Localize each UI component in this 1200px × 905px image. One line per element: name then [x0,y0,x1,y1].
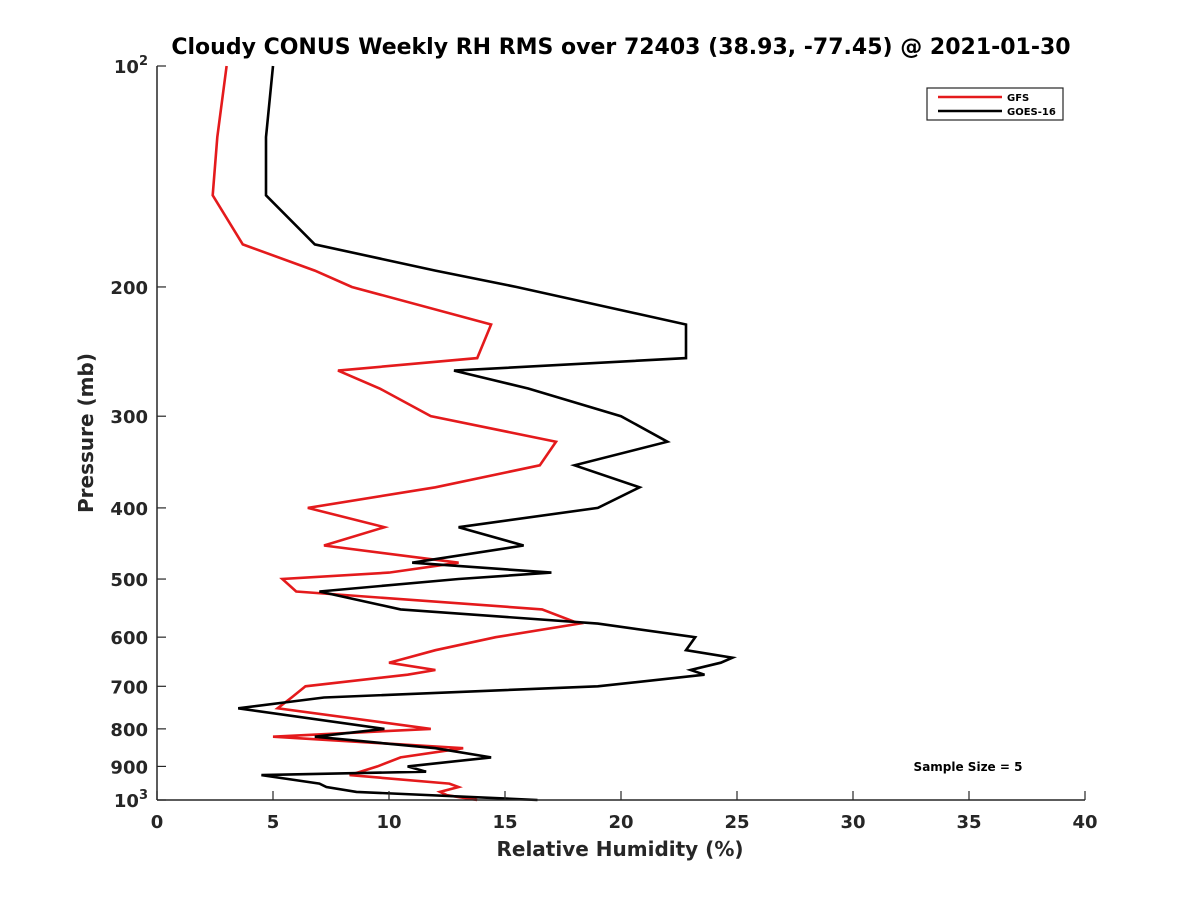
chart-title: Cloudy CONUS Weekly RH RMS over 72403 (3… [171,35,1070,60]
x-tick-label: 40 [1072,812,1097,833]
x-tick-label: 20 [608,812,633,833]
x-axis-label: Relative Humidity (%) [496,837,743,861]
y-tick-label: 800 [110,720,148,741]
x-tick-label: 5 [267,812,280,833]
y-axis-label: Pressure (mb) [74,353,98,513]
y-tick-label: 200 [110,278,148,299]
plot-area: 0 5 10 15 20 25 30 35 40 102 200 300 400 500 600 700 80… [110,54,1097,833]
y-tick-label: 400 [110,499,148,520]
x-tick-label: 0 [151,812,164,833]
y-tick-label: 700 [110,677,148,698]
x-tick-label: 25 [724,812,749,833]
legend: GFS GOES-16 [926,87,1064,121]
y-tick-label: 103 [114,788,148,812]
sample-size-annotation: Sample Size = 5 [914,760,1023,774]
x-tick-label: 30 [840,812,865,833]
x-tick-label: 10 [376,812,401,833]
legend-label-goes16: GOES-16 [1007,107,1056,118]
y-tick-label: 600 [110,628,148,649]
y-axis-ticks: 102 200 300 400 500 600 700 800 900 103 [110,54,166,812]
legend-label-gfs: GFS [1007,93,1029,104]
series-line-goes16 [238,65,738,802]
series-group [211,65,738,802]
legend-box [926,87,1064,121]
x-tick-label: 15 [492,812,517,833]
y-tick-label: 500 [110,570,148,591]
axes-box [157,66,1085,800]
y-tick-label: 900 [110,757,148,778]
y-tick-label: 300 [110,407,148,428]
y-tick-label: 102 [114,54,148,78]
series-line-gfs [211,65,585,802]
x-tick-label: 35 [956,812,981,833]
x-axis-ticks: 0 5 10 15 20 25 30 35 40 [151,791,1098,833]
